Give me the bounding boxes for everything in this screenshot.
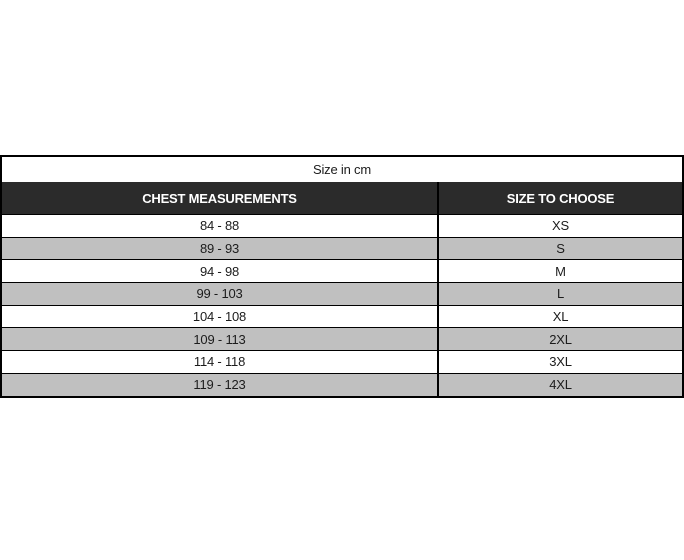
table-header-row: CHEST MEASUREMENTS SIZE TO CHOOSE <box>1 182 683 215</box>
table-row: 89 - 93 S <box>1 236 683 260</box>
chest-measurement-cell: 114 - 118 <box>1 350 438 374</box>
table-row: 114 - 118 3XL <box>1 350 683 374</box>
table-row: 94 - 98 M <box>1 259 683 283</box>
table-row: 99 - 103 L <box>1 282 683 306</box>
table-caption: Size in cm <box>1 156 683 182</box>
size-cell: 2XL <box>437 327 683 351</box>
size-cell: S <box>437 236 683 260</box>
size-cell: 4XL <box>437 372 683 397</box>
chest-measurement-cell: 109 - 113 <box>1 327 438 351</box>
size-chart-table: Size in cm CHEST MEASUREMENTS SIZE TO CH… <box>0 155 684 398</box>
column-header-size-to-choose: SIZE TO CHOOSE <box>437 182 683 215</box>
size-cell: 3XL <box>437 350 683 374</box>
table-row: 119 - 123 4XL <box>1 372 683 397</box>
table-caption-row: Size in cm <box>1 156 683 182</box>
table-row: 109 - 113 2XL <box>1 327 683 351</box>
chest-measurement-cell: 89 - 93 <box>1 236 438 260</box>
chest-measurement-cell: 94 - 98 <box>1 259 438 283</box>
table-row: 104 - 108 XL <box>1 304 683 328</box>
table-row: 84 - 88 XS <box>1 214 683 238</box>
table-body: 84 - 88 XS 89 - 93 S 94 - 98 M 99 - 103 … <box>1 214 683 397</box>
chest-measurement-cell: 119 - 123 <box>1 372 438 397</box>
size-cell: M <box>437 259 683 283</box>
chest-measurement-cell: 99 - 103 <box>1 282 438 306</box>
table-head: Size in cm CHEST MEASUREMENTS SIZE TO CH… <box>1 156 683 215</box>
size-cell: L <box>437 282 683 306</box>
size-cell: XL <box>437 304 683 328</box>
chest-measurement-cell: 84 - 88 <box>1 214 438 238</box>
size-cell: XS <box>437 214 683 238</box>
chest-measurement-cell: 104 - 108 <box>1 304 438 328</box>
column-header-chest-measurements: CHEST MEASUREMENTS <box>1 182 438 215</box>
